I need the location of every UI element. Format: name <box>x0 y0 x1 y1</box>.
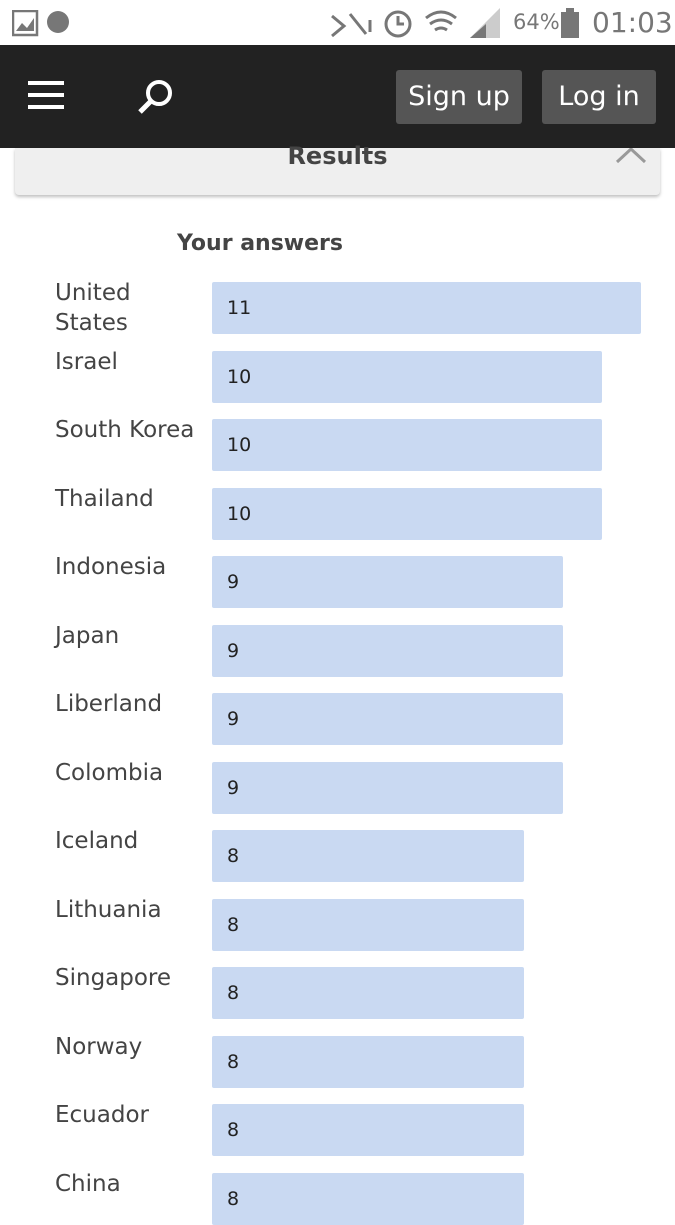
bar <box>212 624 563 677</box>
value-label: 8 <box>227 913 240 936</box>
bar <box>212 556 563 608</box>
nav-bar: Sign up Log in <box>0 45 675 148</box>
bar <box>212 967 524 1019</box>
category-label: Colombia <box>55 759 164 786</box>
bar <box>212 1172 524 1225</box>
bar <box>212 1104 524 1156</box>
category-label: Israel <box>55 348 118 375</box>
status-bar: 64% 01:03 <box>0 0 675 45</box>
value-label: 9 <box>227 776 240 799</box>
status-icons <box>12 10 69 37</box>
category-label: Norway <box>55 1033 143 1060</box>
value-label: 8 <box>227 1119 240 1141</box>
category-label: Liberland <box>55 691 163 717</box>
search-button[interactable] <box>136 78 176 118</box>
bar <box>212 487 602 540</box>
results-card[interactable]: Results <box>15 142 660 195</box>
log-in-button[interactable]: Log in <box>542 70 656 124</box>
value-label: 9 <box>227 708 240 730</box>
category-label: Singapore <box>55 965 172 991</box>
collapse-icon[interactable] <box>615 148 647 164</box>
value-label: 11 <box>227 297 252 319</box>
bar <box>212 898 524 951</box>
category-label: Japan <box>55 622 120 649</box>
system-icons <box>331 8 500 38</box>
category-label: South Korea <box>55 417 195 443</box>
value-label: 8 <box>227 845 240 867</box>
bar <box>212 830 524 882</box>
category-label: Ecuador <box>55 1102 149 1128</box>
bar <box>212 282 641 334</box>
category-label: China <box>55 1170 121 1197</box>
sign-up-button[interactable]: Sign up <box>396 70 522 124</box>
value-label: 10 <box>227 434 252 456</box>
chart-title: Your answers <box>177 231 343 256</box>
category-label: Lithuania <box>55 896 162 923</box>
battery-icon <box>561 8 579 38</box>
value-label: 9 <box>227 571 240 593</box>
category-label: United States <box>55 280 131 336</box>
bar <box>212 693 563 745</box>
value-label: 9 <box>227 639 240 662</box>
value-label: 10 <box>227 502 252 525</box>
value-label: 8 <box>227 1050 240 1073</box>
results-title: Results <box>287 142 388 170</box>
value-label: 10 <box>227 365 252 388</box>
clock: 01:03 <box>592 6 673 39</box>
battery-percent: 64% <box>513 10 560 34</box>
menu-button[interactable] <box>28 80 68 112</box>
bar <box>212 350 602 403</box>
bar <box>212 761 563 814</box>
value-label: 8 <box>227 1187 240 1210</box>
value-label: 8 <box>227 982 240 1004</box>
category-label: Iceland <box>55 828 139 854</box>
bar <box>212 419 602 471</box>
category-label: Indonesia <box>55 554 167 580</box>
category-label: Thailand <box>55 485 154 512</box>
bar <box>212 1035 524 1088</box>
